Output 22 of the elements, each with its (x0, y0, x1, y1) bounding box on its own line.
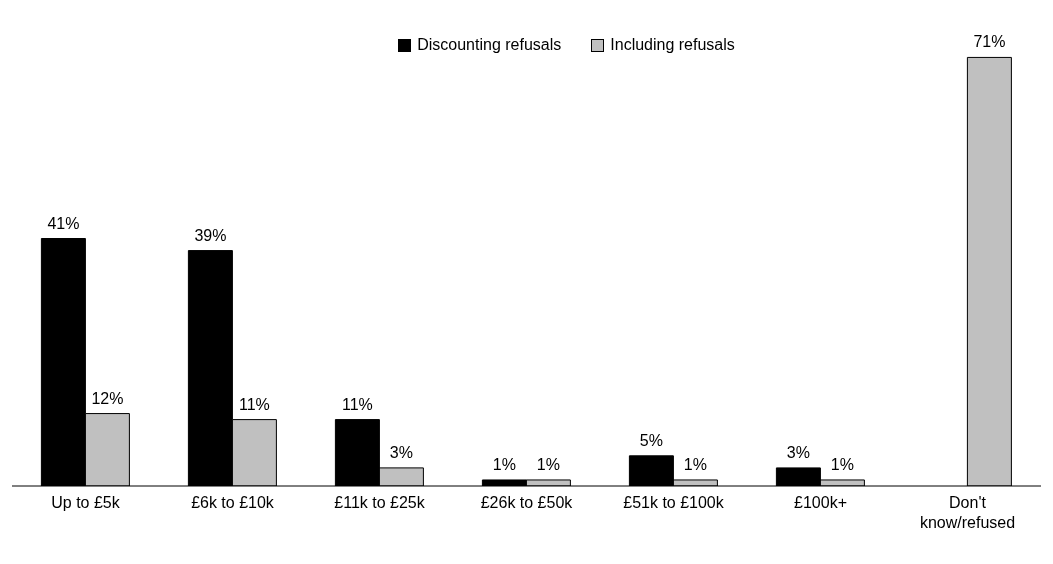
legend-label: Discounting refusals (416, 36, 562, 54)
data-label: 11% (341, 395, 373, 413)
data-label: 5% (639, 431, 663, 449)
x-tick-label: £11k to £25k (334, 494, 426, 511)
data-label: 1% (492, 455, 516, 473)
data-label: 1% (830, 455, 854, 473)
data-label: 71% (973, 33, 1006, 51)
data-label: 11% (238, 395, 270, 413)
x-tick-label: £100k+ (794, 494, 847, 511)
x-tick-label: Don't know/refused (919, 494, 1016, 531)
x-tick-label: £6k to £10k (191, 494, 275, 511)
data-label: 39% (194, 226, 227, 244)
x-tick-label: £26k to £50k (480, 494, 574, 511)
data-label: 1% (683, 455, 707, 473)
x-tick-label: £51k to £100k (623, 494, 725, 511)
data-label: 41% (47, 214, 80, 232)
data-label: 3% (389, 443, 413, 461)
data-label: 3% (786, 443, 810, 461)
data-label: 12% (91, 389, 124, 407)
data-label: 1% (536, 455, 560, 473)
x-tick-label: Up to £5k (51, 494, 121, 511)
legend-label: Including refusals (609, 36, 735, 54)
